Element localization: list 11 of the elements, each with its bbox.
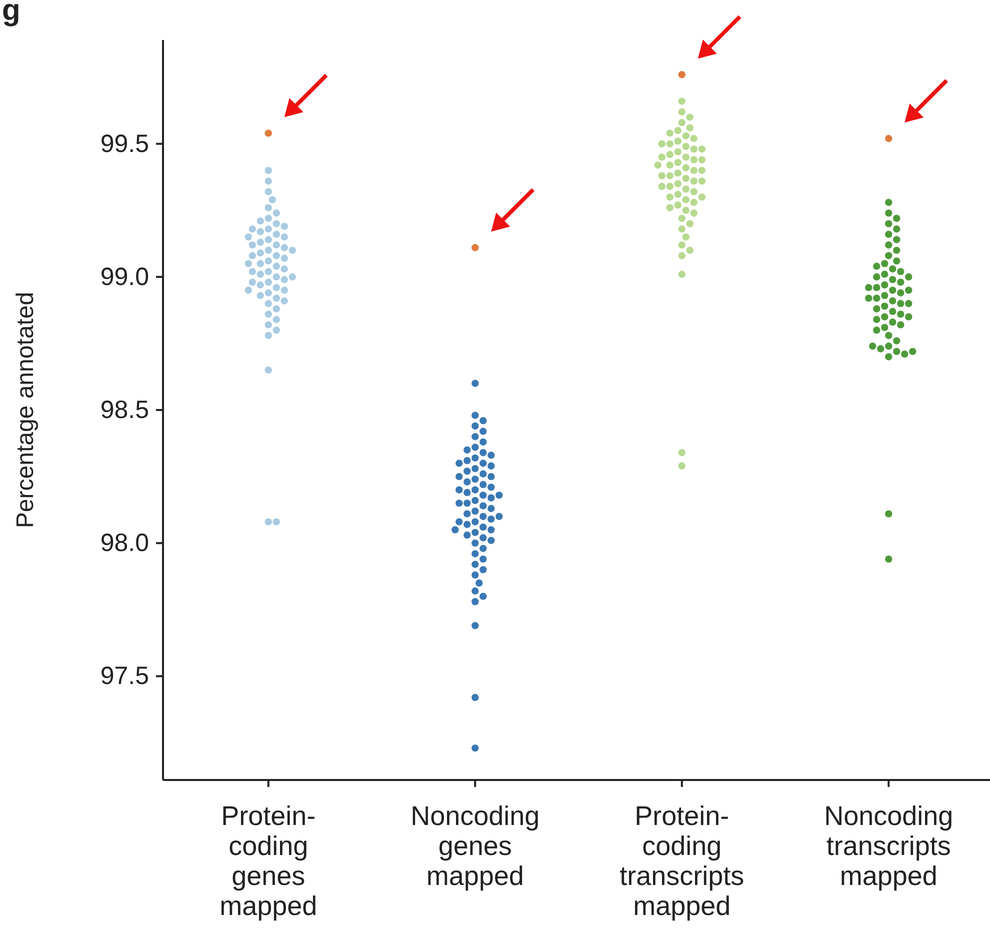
y-tick-label: 98.5	[100, 396, 149, 424]
y-tick-label: 99.0	[100, 262, 149, 291]
y-axis-title: Percentage annotated	[12, 292, 39, 528]
text: g	[2, 0, 20, 27]
y-tick-label: 99.5	[100, 130, 149, 158]
y-tick-label: 97.5	[100, 662, 149, 690]
x-tick-label: Noncoding genes mapped	[410, 801, 540, 891]
x-tick-label: Protein-coding transcripts mapped	[620, 801, 744, 921]
x-tick-label: Protein-coding genes mapped	[220, 801, 318, 921]
y-tick-label: 98.0	[100, 529, 149, 558]
x-tick-label: Noncoding transcripts mapped	[824, 801, 954, 891]
